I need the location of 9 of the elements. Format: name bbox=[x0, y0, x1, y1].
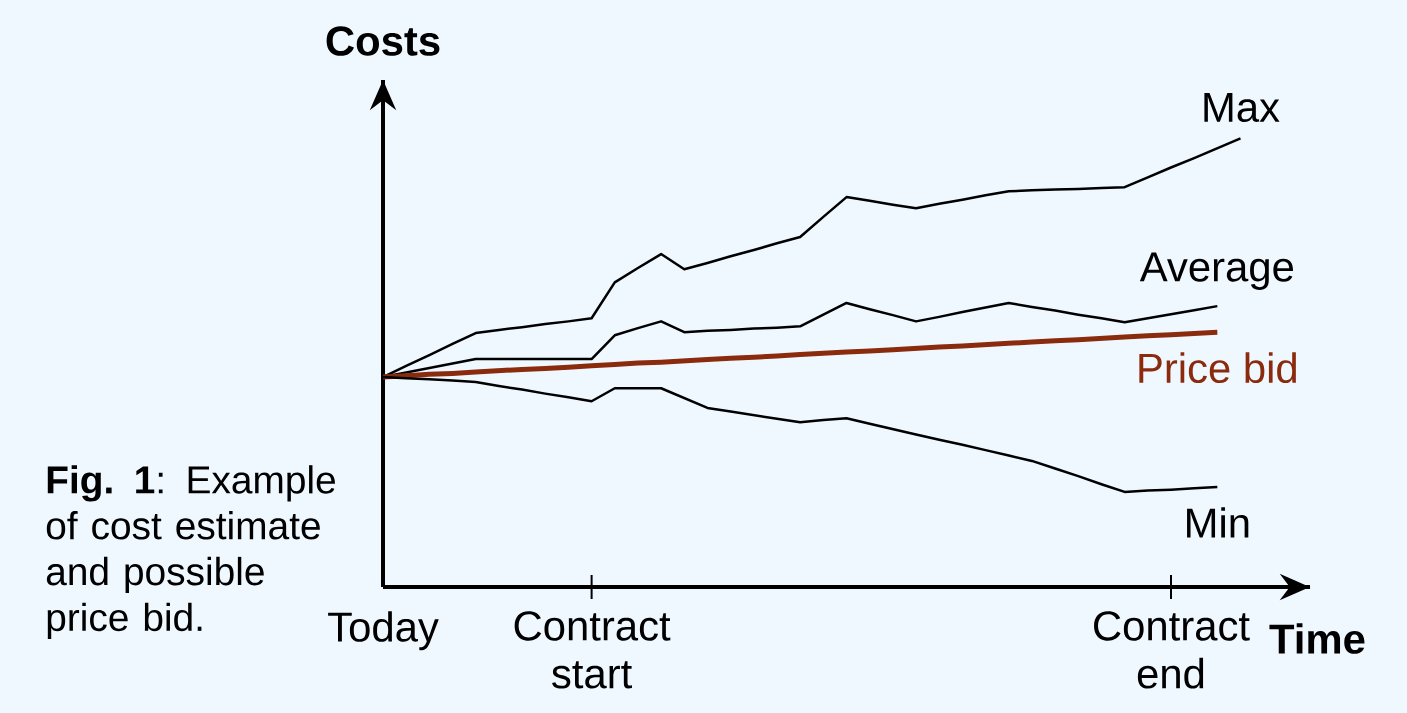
y-axis-title: Costs bbox=[326, 26, 440, 56]
x-tick-label: Today bbox=[328, 611, 439, 651]
series-label: Max bbox=[1204, 92, 1280, 123]
series-label: Average bbox=[1139, 252, 1293, 290]
x-tick-label: Contract end bbox=[1094, 611, 1250, 689]
series-label: Min bbox=[1187, 507, 1249, 538]
x-axis-title: Time bbox=[1269, 623, 1365, 654]
series-label: Price bid bbox=[1139, 352, 1296, 384]
x-tick-label: Contract start bbox=[514, 611, 671, 689]
